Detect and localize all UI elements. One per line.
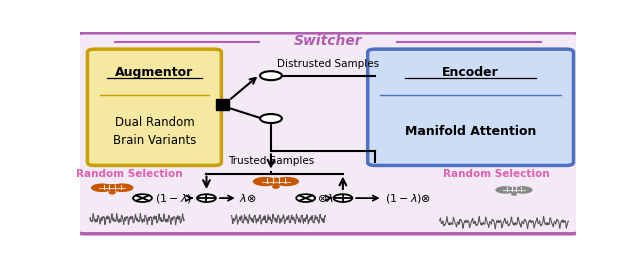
Text: Trusted Samples: Trusted Samples (228, 156, 314, 166)
Ellipse shape (513, 186, 532, 194)
Text: Encoder: Encoder (442, 66, 499, 79)
Ellipse shape (109, 191, 116, 195)
Ellipse shape (253, 177, 277, 186)
Ellipse shape (495, 186, 515, 194)
Bar (216, 99, 229, 110)
Ellipse shape (511, 193, 517, 196)
Text: Distrusted Samples: Distrusted Samples (277, 59, 380, 69)
Ellipse shape (106, 184, 118, 192)
Text: Switcher: Switcher (294, 34, 362, 48)
FancyBboxPatch shape (367, 49, 573, 165)
Text: $(1-\lambda)$: $(1-\lambda)$ (156, 192, 193, 205)
Ellipse shape (91, 183, 113, 192)
Text: Manifold Attention: Manifold Attention (405, 125, 536, 138)
Text: $(1-\lambda)$⊗: $(1-\lambda)$⊗ (385, 192, 431, 205)
Ellipse shape (275, 177, 299, 186)
FancyBboxPatch shape (75, 33, 581, 234)
Ellipse shape (111, 183, 134, 192)
Ellipse shape (269, 178, 282, 186)
Text: Dual Random
Brain Variants: Dual Random Brain Variants (113, 116, 196, 147)
Circle shape (197, 194, 216, 202)
Text: ⊗$\lambda$: ⊗$\lambda$ (317, 192, 333, 204)
Circle shape (296, 194, 315, 202)
Text: $\lambda$⊗: $\lambda$⊗ (239, 192, 256, 204)
Circle shape (260, 114, 282, 123)
Ellipse shape (509, 187, 519, 193)
Circle shape (133, 194, 152, 202)
Ellipse shape (272, 185, 280, 189)
Text: Random Selection: Random Selection (76, 169, 183, 179)
Circle shape (333, 194, 352, 202)
FancyBboxPatch shape (88, 49, 221, 165)
Text: Random Selection: Random Selection (444, 169, 550, 179)
Text: Augmentor: Augmentor (115, 66, 193, 79)
Circle shape (260, 71, 282, 80)
